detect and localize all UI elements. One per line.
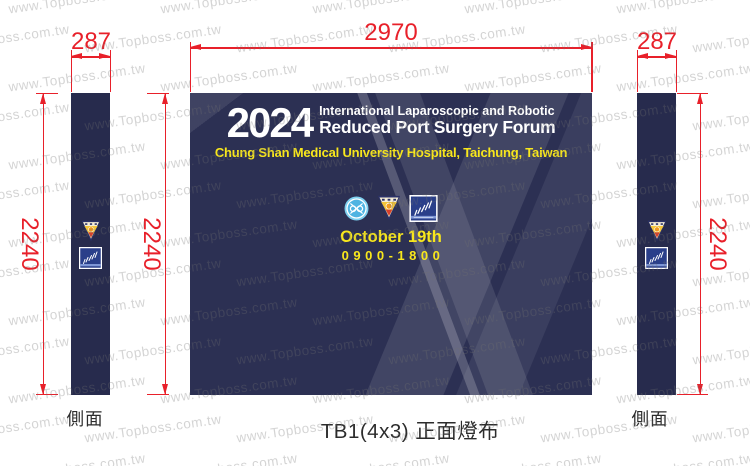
hospital-subtitle: Chung Shan Medical University Hospital, … [214, 145, 568, 160]
title-block: International Laparoscopic and Robotic R… [319, 104, 556, 137]
dim-left-panel-width-line [71, 56, 110, 58]
watermark-text: www.Topboss.com.tw [464, 0, 603, 17]
watermark-text: www.Topboss.com.tw [691, 255, 750, 290]
dim-extension-line [36, 92, 58, 94]
right-panel-caption: 側面 [631, 409, 669, 429]
dim-main-height-label: 2240 [138, 217, 165, 271]
front-panel-caption: TB1(4x3) 正面燈布 [320, 420, 500, 443]
watermark-text: www.Topboss.com.tw [539, 21, 679, 56]
watermark-text: www.Topboss.com.tw [7, 60, 147, 95]
dim-extension-line [677, 92, 708, 94]
title-line2: Reduced Port Surgery Forum [319, 117, 556, 137]
watermark-text: www.Topboss.com.tw [615, 372, 750, 407]
watermark-text: www.Topboss.com.tw [616, 0, 750, 17]
dim-right-panel-height-line [699, 93, 701, 395]
watermark-text: www.Topboss.com.tw [0, 333, 71, 368]
banner-corner-highlight [190, 93, 340, 188]
left-panel-caption: 側面 [66, 409, 104, 429]
banner-header: 2024 International Laparoscopic and Robo… [190, 99, 592, 146]
arrow-right-icon [99, 53, 110, 59]
dim-left-panel-width-label: 287 [70, 28, 112, 55]
watermark-text: www.Topboss.com.tw [160, 0, 299, 17]
dim-left-panel-height-label: 2240 [16, 217, 43, 271]
left-panel-logos [71, 220, 110, 269]
watermark-text: www.Topboss.com.tw [0, 99, 71, 134]
watermark-text: www.Topboss.com.tw [615, 216, 750, 251]
right-panel-logos [637, 220, 676, 269]
arrow-up-icon [162, 93, 168, 104]
right-side-panel [637, 93, 676, 395]
csmu-shield-logo-icon [377, 195, 401, 221]
watermark-text: www.Topboss.com.tw [83, 411, 223, 446]
watermark-text: www.Topboss.com.tw [691, 177, 750, 212]
dim-extension-line [636, 50, 638, 92]
watermark-text: www.Topboss.com.tw [0, 255, 71, 290]
csmu-shield-logo-icon [81, 220, 100, 242]
dim-extension-line [36, 393, 58, 395]
csmu-hospital-logo-icon [79, 247, 102, 269]
watermark-text: www.Topboss.com.tw [615, 138, 750, 173]
banner-content: 2024 International Laparoscopic and Robo… [190, 99, 592, 264]
arrow-up-icon [40, 93, 46, 104]
arrow-down-icon [162, 384, 168, 395]
event-date-text: October 19th [340, 228, 442, 246]
watermark-text: www.Topboss.com.tw [0, 177, 71, 212]
dim-extension-line [109, 50, 111, 92]
watermark-text: www.Topboss.com.tw [8, 0, 147, 17]
arrow-left-icon [190, 44, 201, 50]
watermark-text: www.Topboss.com.tw [616, 450, 750, 466]
dim-right-panel-width-label: 287 [636, 28, 678, 55]
arrow-down-icon [697, 384, 703, 395]
dim-right-panel-width-line [637, 56, 676, 58]
logos-row [190, 194, 592, 222]
csmu-hospital-logo-icon [645, 247, 668, 269]
watermark-text: www.Topboss.com.tw [8, 450, 147, 466]
watermark-text: www.Topboss.com.tw [691, 21, 750, 56]
watermark-text: www.Topboss.com.tw [464, 450, 603, 466]
main-banner: 2024 International Laparoscopic and Robo… [190, 93, 592, 395]
year-text: 2024 [226, 99, 314, 146]
dim-extension-line [189, 42, 191, 92]
watermark-text: www.Topboss.com.tw [691, 99, 750, 134]
watermark-text: www.Topboss.com.tw [312, 0, 451, 17]
dim-main-width-label: 2970 [364, 19, 418, 46]
arrow-left-icon [71, 53, 82, 59]
watermark-text: www.Topboss.com.tw [160, 450, 299, 466]
dim-extension-line [70, 50, 72, 92]
arrow-left-icon [637, 53, 648, 59]
dim-main-width-line [190, 47, 592, 49]
watermark-text: www.Topboss.com.tw [83, 21, 223, 56]
csmu-hospital-logo-icon [409, 194, 438, 222]
watermark-text: www.Topboss.com.tw [235, 21, 375, 56]
watermark-text: www.Topboss.com.tw [615, 294, 750, 329]
arrow-right-icon [581, 44, 592, 50]
dim-extension-line [675, 50, 677, 92]
watermark-text: www.Topboss.com.tw [0, 21, 71, 56]
watermark-text: www.Topboss.com.tw [691, 411, 750, 446]
left-side-panel [71, 93, 110, 395]
dim-left-panel-height-line [42, 93, 44, 395]
dim-extension-line [147, 393, 169, 395]
dim-extension-line [677, 393, 708, 395]
arrow-right-icon [665, 53, 676, 59]
dim-extension-line [147, 92, 169, 94]
watermark-text: www.Topboss.com.tw [463, 60, 603, 95]
dim-extension-line [591, 42, 593, 92]
watermark-text: www.Topboss.com.tw [691, 333, 750, 368]
arrow-up-icon [697, 93, 703, 104]
csmu-shield-logo-icon [647, 220, 666, 242]
watermark-text: www.Topboss.com.tw [0, 411, 71, 446]
watermark-text: www.Topboss.com.tw [159, 60, 299, 95]
title-line1: International Laparoscopic and Robotic [319, 104, 555, 118]
watermark-text: www.Topboss.com.tw [615, 60, 750, 95]
event-time-text: 0900-1800 [341, 248, 445, 263]
watermark-text: www.Topboss.com.tw [311, 60, 451, 95]
watermark-text: www.Topboss.com.tw [387, 21, 527, 56]
laparoscopic-society-logo-icon [344, 196, 369, 220]
dim-right-panel-height-label: 2240 [704, 217, 731, 271]
watermark-text: www.Topboss.com.tw [312, 450, 451, 466]
dim-main-height-line [164, 93, 166, 395]
arrow-down-icon [40, 384, 46, 395]
